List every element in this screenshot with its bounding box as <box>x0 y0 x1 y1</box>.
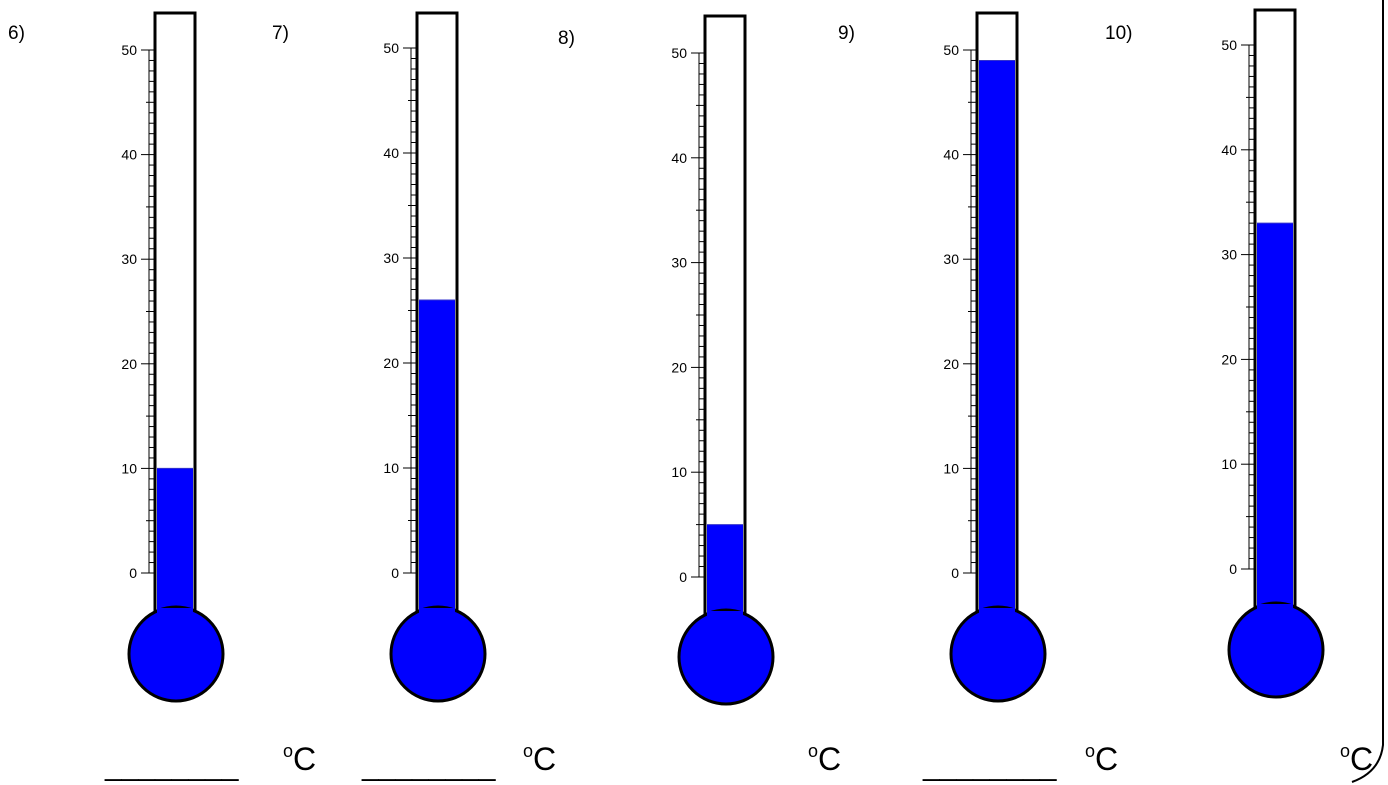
thermometer-bulb <box>389 605 487 703</box>
page-border <box>1351 0 1384 783</box>
tick-label: 0 <box>129 565 137 581</box>
mercury-column <box>1257 223 1293 650</box>
unit-label: oC <box>1085 741 1118 777</box>
tick-label: 10 <box>1221 456 1237 472</box>
celsius-letter: C <box>1350 741 1373 777</box>
tick-label: 20 <box>121 356 137 372</box>
question-number: 10) <box>1105 23 1132 44</box>
degree-symbol: o <box>1340 741 1350 761</box>
mercury-column <box>419 300 455 654</box>
thermometer-bulb <box>1227 601 1325 699</box>
unit-label: oC <box>1340 741 1373 777</box>
degree-symbol: o <box>523 741 533 761</box>
celsius-letter: C <box>293 741 316 777</box>
tick-label: 50 <box>943 42 959 58</box>
thermometer-bulb <box>127 605 225 703</box>
tick-label: 30 <box>1221 247 1237 263</box>
tick-label: 40 <box>1221 142 1237 158</box>
unit-label: oC <box>283 741 316 777</box>
tick-label: 20 <box>671 359 687 375</box>
tick-label: 40 <box>121 147 137 163</box>
question-number: 8) <box>558 28 575 49</box>
celsius-letter: C <box>533 741 556 777</box>
bulb-neck <box>979 608 1015 628</box>
question-number: 9) <box>838 23 855 44</box>
tick-label: 0 <box>951 565 959 581</box>
tick-label: 10 <box>671 464 687 480</box>
tick-label: 20 <box>943 356 959 372</box>
tick-label: 50 <box>671 45 687 61</box>
degree-symbol: o <box>283 741 293 761</box>
thermometer-10: 10) 0 10 20 30 40 50 oC <box>1105 8 1373 777</box>
tick-label: 10 <box>943 460 959 476</box>
tick-label: 30 <box>121 251 137 267</box>
unit-label: oC <box>523 741 556 777</box>
tick-label: 0 <box>1229 561 1237 577</box>
tick-label: 50 <box>121 42 137 58</box>
question-number: 7) <box>272 23 289 44</box>
tick-label: 10 <box>383 460 399 476</box>
tick-label: 50 <box>1221 37 1237 53</box>
celsius-letter: C <box>818 741 841 777</box>
mercury-column <box>979 60 1015 654</box>
tick-label: 0 <box>391 565 399 581</box>
tick-label: 20 <box>1221 351 1237 367</box>
tick-label: 50 <box>383 40 399 56</box>
thermometer-tube <box>703 14 747 619</box>
tick-label: 0 <box>679 569 687 585</box>
thermometer-9: 9) 0 10 20 30 40 50 ________ oC <box>838 11 1118 782</box>
tick-label: 30 <box>943 251 959 267</box>
question-number: 6) <box>8 23 25 44</box>
bulb-neck <box>419 608 455 628</box>
thermometer-6: 6) 0 10 20 30 40 50 ________ oC <box>8 11 316 782</box>
degree-symbol: o <box>1085 741 1095 761</box>
degree-symbol: o <box>808 741 818 761</box>
tick-label: 30 <box>383 250 399 266</box>
tick-label: 10 <box>121 460 137 476</box>
tick-label: 30 <box>671 255 687 271</box>
bulb-neck <box>707 611 743 631</box>
thermometer-8: 8) 0 10 20 30 40 50 oC <box>558 14 841 777</box>
bulb-neck <box>1257 604 1293 624</box>
tick-label: 40 <box>383 145 399 161</box>
answer-blank[interactable]: ________ <box>922 749 1058 782</box>
answer-blank[interactable]: ________ <box>104 749 240 782</box>
tick-label: 20 <box>383 355 399 371</box>
thermometer-bulb <box>949 605 1047 703</box>
celsius-letter: C <box>1095 741 1118 777</box>
bulb-neck <box>157 608 193 628</box>
tick-label: 40 <box>943 147 959 163</box>
unit-label: oC <box>808 741 841 777</box>
tick-label: 40 <box>671 150 687 166</box>
thermometer-bulb <box>677 608 775 706</box>
answer-blank[interactable]: ________ <box>361 749 497 782</box>
